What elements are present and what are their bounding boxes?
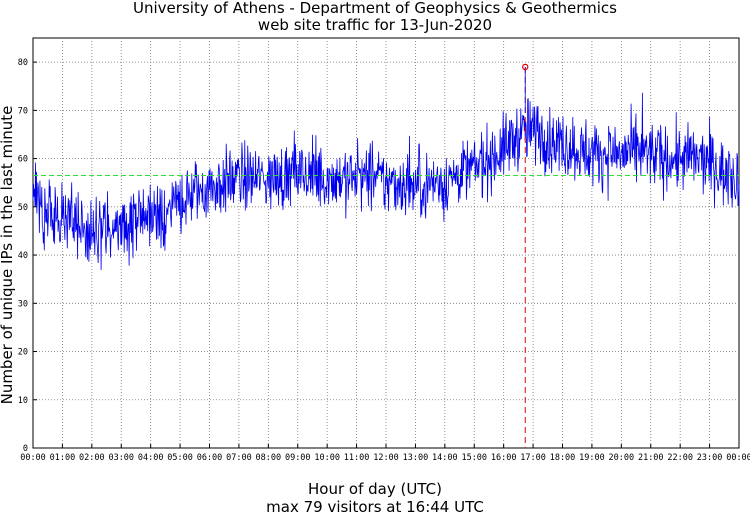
y-tick-label: 80 <box>18 58 28 68</box>
x-tick-label: 09:00 <box>285 453 311 463</box>
y-tick-label: 40 <box>18 251 28 261</box>
x-tick-label: 02:00 <box>79 453 105 463</box>
x-tick-label: 23:00 <box>697 453 723 463</box>
y-tick-label: 30 <box>18 299 28 309</box>
x-tick-label: 00:00 <box>20 453 46 463</box>
x-tick-label: 07:00 <box>226 453 252 463</box>
x-tick-label: 15:00 <box>461 453 487 463</box>
x-tick-label: 21:00 <box>638 453 664 463</box>
y-tick-label: 10 <box>18 396 28 406</box>
y-tick-label: 70 <box>18 106 28 116</box>
x-tick-label: 03:00 <box>108 453 134 463</box>
x-tick-label: 19:00 <box>579 453 605 463</box>
x-tick-label: 08:00 <box>256 453 282 463</box>
chart-subtitle: web site traffic for 13-Jun-2020 <box>257 16 493 34</box>
max-visitors-note: max 79 visitors at 16:44 UTC <box>266 498 484 516</box>
x-tick-label: 10:00 <box>314 453 340 463</box>
x-axis-label: Hour of day (UTC) <box>308 480 442 498</box>
x-tick-label: 06:00 <box>197 453 223 463</box>
y-axis-label: Number of unique IPs in the last minute <box>0 105 16 405</box>
max-marker <box>522 63 529 71</box>
x-tick-label: 17:00 <box>520 453 546 463</box>
x-tick-label: 14:00 <box>432 453 458 463</box>
x-tick-label: 12:00 <box>373 453 399 463</box>
x-tick-label: 00:00 <box>726 453 750 463</box>
x-tick-label: 16:00 <box>491 453 517 463</box>
y-tick-label: 0 <box>23 444 28 454</box>
x-tick-label: 13:00 <box>403 453 429 463</box>
x-tick-label: 04:00 <box>138 453 164 463</box>
x-tick-label: 20:00 <box>609 453 635 463</box>
traffic-series-line <box>32 92 740 271</box>
y-tick-label: 60 <box>18 155 28 165</box>
chart-title: University of Athens - Department of Geo… <box>133 0 617 17</box>
x-tick-label: 05:00 <box>167 453 193 463</box>
x-tick-label: 01:00 <box>50 453 76 463</box>
y-tick-label: 20 <box>18 348 28 358</box>
x-tick-label: 18:00 <box>550 453 576 463</box>
y-tick-label: 50 <box>18 203 28 213</box>
x-tick-label: 22:00 <box>667 453 693 463</box>
x-tick-label: 11:00 <box>344 453 370 463</box>
